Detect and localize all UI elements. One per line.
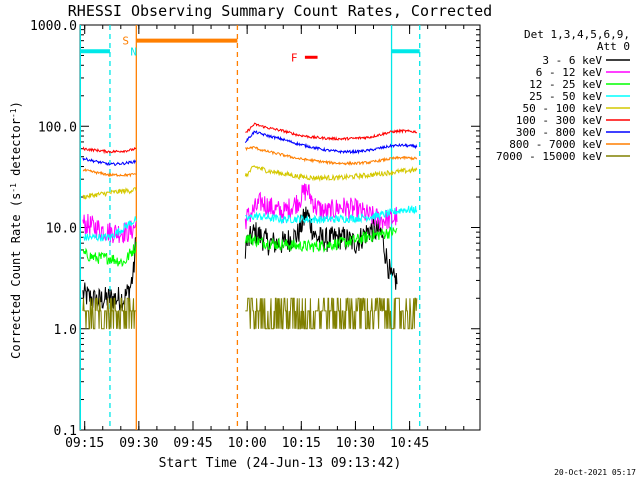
series-line-7000-15000-keV [82,297,136,330]
series-line-100-300-keV [245,122,418,142]
legend-label: 25 - 50 keV [529,90,602,103]
series-line-50-100-keV [82,187,137,200]
saa-end-label: N [130,45,137,58]
attenuator-info-line: Att 0 [597,40,630,53]
plot-area: 0.1 1.0 10.0 100.0 1000.0 09:15 09:30 09:45 10:0… [30,19,481,451]
y-tick-label: 100.0 [38,120,77,135]
x-tick-label: 10:15 [282,436,321,451]
series-line-800-7000-keV [82,167,137,178]
x-tick-label: 09:15 [65,436,104,451]
series-line-25-50-keV [245,205,418,225]
footer-date: 20-Oct-2021 05:17 [554,468,636,477]
series-line-3-6-keV [82,237,137,311]
y-axis-title-part: -1 [9,108,18,118]
legend-label: 7000 - 15000 keV [496,150,602,163]
x-tick-label: 10:00 [228,436,267,451]
series-line-300-800-keV [244,130,418,155]
legend-label: 6 - 12 keV [536,66,603,79]
series-line-12-25-keV [244,226,398,253]
y-axis-title-part: -1 [9,183,18,193]
x-tick-label: 10:45 [390,436,429,451]
saa-start-label: S [122,35,129,48]
x-tick-label: 09:30 [119,436,158,451]
chart-title: RHESSI Observing Summary Count Rates, Co… [68,2,492,20]
x-tick-label: 10:30 [336,436,375,451]
series-line-25-50-keV [82,216,137,242]
flare-label: F [291,51,298,64]
detector-info-line: Det 1,3,4,5,6,9, [524,28,630,41]
series-line-7000-15000-keV [245,297,418,330]
series-line-100-300-keV [82,146,137,155]
y-tick-label: 1000.0 [30,19,77,34]
legend-label: 50 - 100 keV [523,102,603,115]
series-line-12-25-keV [82,241,137,268]
legend-label: 100 - 300 keV [516,114,602,127]
y-axis-title: Corrected Count Rate (s-1 detector-1) [9,101,24,359]
series-line-3-6-keV [244,206,398,290]
y-axis-title-part: ) [9,101,23,108]
legend-label: 300 - 800 keV [516,126,602,139]
y-tick-label: 0.1 [54,424,77,439]
legend-label: 3 - 6 keV [542,54,602,67]
series-line-50-100-keV [244,165,418,183]
y-axis-title-part: detector [9,118,23,183]
legend-label: 800 - 7000 keV [509,138,602,151]
series-line-300-800-keV [82,157,137,166]
y-tick-label: 1.0 [54,323,77,338]
series-line-800-7000-keV [244,145,418,167]
x-tick-label: 09:45 [173,436,212,451]
series-line-6-12-keV [82,213,137,244]
x-axis-title: Start Time (24-Jun-13 09:13:42) [159,456,402,471]
y-tick-label: 10.0 [46,222,77,237]
y-axis-title-part: Corrected Count Rate (s [9,193,23,359]
legend-label: 12 - 25 keV [529,78,602,91]
